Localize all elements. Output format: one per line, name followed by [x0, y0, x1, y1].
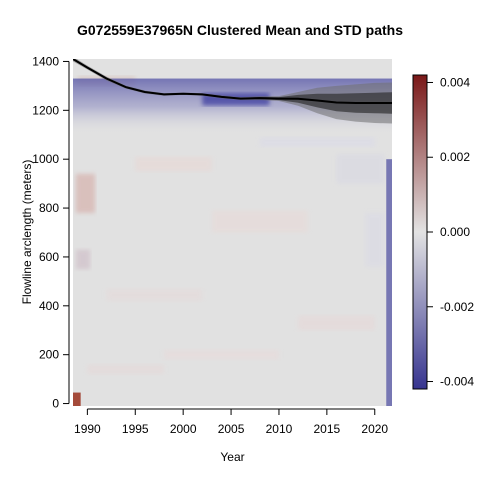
x-tick-label: 2000: [170, 422, 197, 436]
colorbar-tick-label: -0.002: [440, 300, 474, 314]
colorbar-tick-label: 0.002: [440, 150, 470, 164]
x-tick-label: 2015: [314, 422, 341, 436]
x-tick-label: 1995: [122, 422, 149, 436]
colorbar-tick-label: 0.004: [440, 75, 470, 89]
colorbar: 0.004 0.002 0.000 -0.002 -0.004: [412, 74, 474, 390]
x-tick-label: 2010: [266, 422, 293, 436]
x-axis-label: Year: [220, 450, 245, 464]
heatmap-patch: [298, 315, 375, 331]
heatmap-patch: [75, 249, 91, 270]
y-tick-label: 0: [52, 397, 59, 411]
heatmap-patch: [259, 137, 375, 147]
colorbar-tick-label: -0.004: [440, 375, 474, 389]
heatmap-patch: [135, 156, 212, 172]
x-tick-label: 2005: [218, 422, 245, 436]
colorbar-tick-label: 0.000: [440, 225, 470, 239]
plot-area: [73, 59, 392, 406]
heatmap-patch: [336, 154, 385, 184]
chart-title: G072559E37965N Clustered Mean and STD pa…: [76, 22, 404, 38]
std-band-outer: [73, 59, 392, 124]
y-tick-label: 800: [39, 201, 59, 215]
mean-path-line: [73, 59, 392, 104]
heatmap-patch: [75, 173, 96, 213]
y-tick-label: 1200: [32, 103, 59, 117]
heatmap-patch: [106, 288, 203, 301]
y-tick-label: 200: [39, 348, 59, 362]
heatmap-patch: [211, 210, 308, 233]
y-tick-label: 400: [39, 299, 59, 313]
y-tick-label: 1000: [32, 152, 59, 166]
x-tick-label: 1990: [74, 422, 101, 436]
heatmap-positive-corner: [73, 392, 81, 406]
colorbar-gradient: [412, 74, 428, 390]
heatmap-patch: [164, 349, 279, 360]
y-tick-label: 1400: [32, 54, 59, 68]
x-tick-label: 2020: [361, 422, 388, 436]
heatmap-patch: [365, 212, 385, 267]
y-tick-label: 600: [39, 250, 59, 264]
heatmap-right-edge: [386, 159, 392, 406]
heatmap-patch: [87, 364, 165, 375]
axes: 1990 1995 2000 2005 2010 2015 2020 0 200 400 600 80…: [32, 54, 388, 436]
